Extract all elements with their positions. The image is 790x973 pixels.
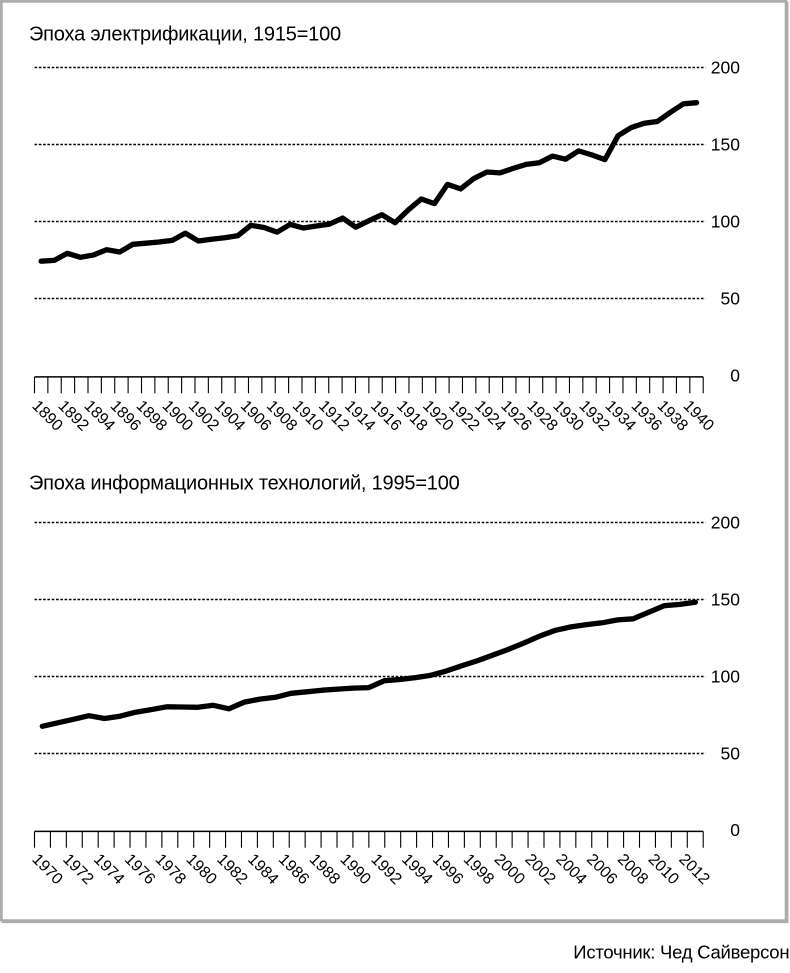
svg-text:Эпоха информационных технологи: Эпоха информационных технологий, 1995=10… (29, 472, 460, 494)
svg-text:0: 0 (730, 820, 740, 840)
svg-text:100: 100 (711, 667, 740, 687)
svg-text:150: 150 (711, 590, 740, 610)
svg-text:Эпоха электрификации, 1915=100: Эпоха электрификации, 1915=100 (29, 24, 341, 46)
svg-text:50: 50 (721, 289, 741, 309)
svg-text:0: 0 (730, 366, 740, 386)
svg-text:200: 200 (711, 58, 740, 78)
svg-text:100: 100 (711, 212, 740, 232)
svg-text:Источник: Чед Сайверсон: Источник: Чед Сайверсон (573, 942, 789, 963)
svg-text:200: 200 (711, 513, 740, 533)
svg-text:150: 150 (711, 135, 740, 155)
svg-text:50: 50 (721, 744, 741, 764)
